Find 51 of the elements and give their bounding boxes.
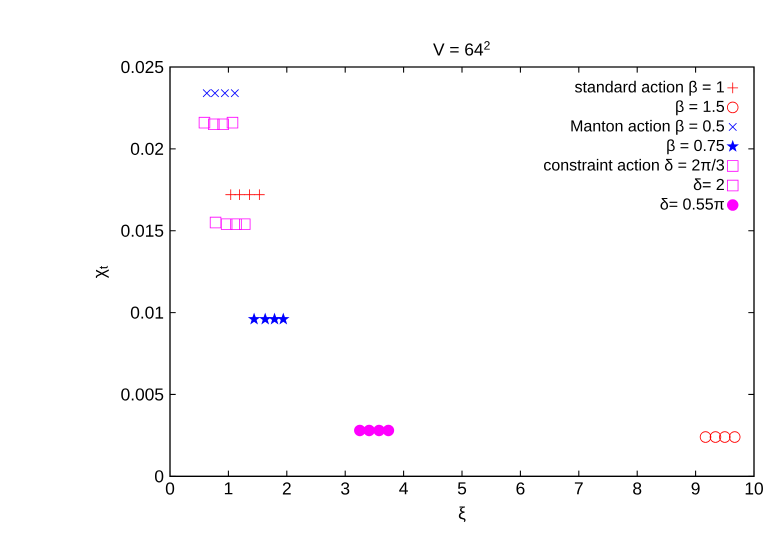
- legend-label: β = 1.5: [676, 100, 724, 116]
- point: [254, 188, 266, 200]
- point: [269, 313, 280, 324]
- point: [382, 424, 394, 436]
- y-tick-label: 0: [154, 470, 164, 482]
- x-tick-label: 6: [516, 482, 524, 494]
- point: [244, 188, 256, 200]
- legend-label: β = 0.75: [667, 139, 724, 154]
- x-tick-label: 1: [224, 482, 232, 494]
- point: [354, 424, 366, 436]
- x-tick-label: 7: [574, 482, 583, 494]
- x-tick-label: 9: [692, 482, 700, 494]
- x-tick-label: 4: [399, 482, 408, 494]
- x-tick-label: 8: [633, 482, 642, 494]
- legend-label: Manton action β = 0.5: [571, 120, 724, 135]
- point: [226, 116, 238, 128]
- legend-label: standard action β = 1: [574, 80, 724, 96]
- y-axis-title: χ$_{t}$: [96, 266, 109, 278]
- legend-label: δ= 2: [694, 178, 724, 190]
- legend-label: δ= 0.55π: [660, 198, 724, 210]
- legend-label: constraint action δ = 2π/3: [544, 158, 724, 170]
- point: [710, 431, 722, 443]
- point: [729, 431, 740, 443]
- point: [363, 424, 375, 436]
- y-tick-label: 0.01: [130, 306, 164, 319]
- x-axis-title: ξ: [458, 506, 466, 522]
- point: [700, 431, 712, 443]
- y-tick-label: 0.02: [130, 142, 164, 155]
- point: [234, 188, 246, 200]
- point: [210, 216, 222, 228]
- x-tick-label: 5: [458, 482, 466, 494]
- point: [220, 218, 232, 230]
- y-tick-label: 0.015: [121, 224, 164, 237]
- chart-title: V = 64$^{2}$: [433, 41, 490, 56]
- y-tick-label: 0.025: [121, 60, 164, 73]
- point: [198, 116, 210, 128]
- x-tick-label: 2: [282, 482, 291, 494]
- x-tick-label: 0: [166, 482, 174, 494]
- point: [719, 431, 731, 443]
- y-tick-label: 0.005: [121, 388, 164, 400]
- point: [278, 313, 289, 324]
- x-tick-label: 3: [341, 482, 350, 494]
- point: [260, 313, 271, 324]
- point: [230, 218, 242, 230]
- x-tick-label: 10: [746, 482, 763, 494]
- point: [239, 218, 250, 230]
- point: [208, 118, 220, 130]
- point: [217, 118, 229, 130]
- point: [248, 313, 260, 324]
- point: [373, 424, 385, 436]
- point: [225, 188, 236, 200]
